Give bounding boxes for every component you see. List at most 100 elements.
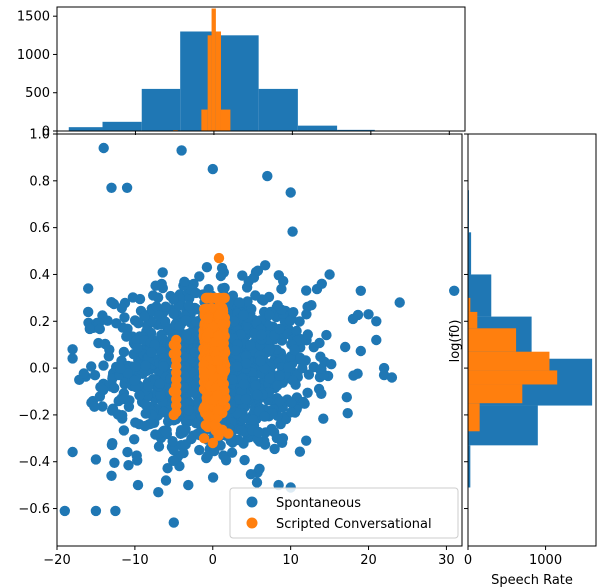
- spontaneous-point: [251, 477, 263, 488]
- spontaneous-point: [247, 414, 259, 425]
- spontaneous-point: [264, 344, 275, 355]
- spontaneous-point: [277, 433, 289, 444]
- spontaneous-point: [67, 446, 78, 458]
- top-y-tick-label: 1500: [17, 10, 50, 25]
- scripted-bar: [220, 109, 231, 131]
- spontaneous-point: [83, 283, 94, 294]
- scripted-bar: [468, 351, 550, 371]
- spontaneous-point: [157, 267, 168, 278]
- legend-label-spontaneous: Spontaneous: [276, 496, 361, 511]
- y-tick-label: −0.4: [18, 455, 50, 470]
- y-tick-label: 1.0: [29, 128, 50, 143]
- scripted-point: [203, 327, 214, 339]
- spontaneous-point: [146, 347, 157, 358]
- spontaneous-point: [316, 278, 327, 289]
- spontaneous-point: [238, 309, 249, 321]
- spontaneous-point: [183, 479, 194, 491]
- spontaneous-point: [132, 479, 144, 491]
- scripted-bar: [468, 384, 523, 404]
- spontaneous-point: [232, 361, 243, 372]
- spontaneous-point: [238, 378, 250, 390]
- spontaneous-point: [168, 517, 179, 528]
- scripted-point: [212, 390, 223, 401]
- spontaneous-point: [123, 401, 135, 412]
- spontaneous-point: [348, 370, 359, 381]
- spontaneous-point: [108, 298, 120, 310]
- spontaneous-point: [288, 307, 299, 318]
- spontaneous-point: [235, 425, 247, 436]
- spontaneous-point: [168, 308, 179, 319]
- spontaneous-point: [295, 352, 306, 364]
- spontaneous-point: [301, 285, 312, 296]
- legend-box: [229, 487, 459, 539]
- right-frame: [467, 133, 597, 547]
- spontaneous-point: [153, 441, 165, 452]
- legend-marker-scripted: [246, 517, 258, 529]
- spontaneous-point: [271, 344, 282, 355]
- spontaneous-point: [294, 316, 305, 327]
- right-x-tick-label: 1000: [529, 553, 562, 568]
- spontaneous-point: [131, 450, 142, 461]
- spontaneous-point: [98, 142, 109, 154]
- spontaneous-point: [269, 443, 280, 455]
- scripted-point: [223, 428, 234, 439]
- top-y-tick-label: 0: [42, 125, 50, 140]
- spontaneous-point: [168, 294, 179, 305]
- scatter-plot: −20 −10 0 10 20 30 −0.6 −0.4 −0.2 0.0 0.2 0.4 0.6 0.8…: [18, 128, 463, 568]
- spontaneous-point: [363, 309, 374, 320]
- spontaneous-point: [217, 283, 228, 294]
- spontaneous-point: [291, 325, 302, 337]
- spontaneous-point: [264, 373, 275, 384]
- spontaneous-point: [59, 505, 70, 517]
- spontaneous-point: [297, 363, 308, 374]
- spontaneous-point: [282, 362, 294, 373]
- spontaneous-point: [274, 395, 286, 407]
- spontaneous-point: [299, 398, 310, 409]
- scripted-point: [207, 437, 218, 449]
- scripted-bar: [468, 328, 517, 352]
- spontaneous-point: [190, 287, 202, 299]
- spontaneous-point: [148, 290, 159, 301]
- spontaneous-point: [106, 439, 118, 451]
- spontaneous-point: [127, 292, 139, 303]
- spontaneous-point: [449, 285, 460, 296]
- spontaneous-point: [118, 346, 130, 358]
- spontaneous-point: [119, 312, 130, 323]
- scripted-point: [212, 405, 223, 416]
- spontaneous-point: [394, 297, 405, 308]
- spontaneous-point: [187, 387, 199, 398]
- y-tick-label: 0.0: [29, 362, 50, 377]
- spontaneous-point: [83, 306, 94, 318]
- spontaneous-point: [235, 329, 246, 340]
- spontaneous-point: [132, 342, 143, 354]
- spontaneous-point: [179, 370, 190, 381]
- spontaneous-point: [89, 401, 100, 412]
- spontaneous-point: [158, 406, 169, 418]
- spontaneous-point: [168, 455, 179, 466]
- spontaneous-point: [215, 270, 227, 282]
- spontaneous-point: [254, 463, 265, 474]
- spontaneous-point: [274, 323, 285, 335]
- spontaneous-point: [347, 313, 359, 325]
- spontaneous-point: [140, 408, 151, 419]
- x-tick-label: 30: [438, 553, 455, 568]
- spontaneous-point: [111, 318, 122, 329]
- spontaneous-point: [178, 447, 189, 459]
- spontaneous-bar: [468, 445, 471, 488]
- spontaneous-point: [284, 315, 296, 327]
- spontaneous-point: [216, 262, 228, 274]
- spontaneous-point: [84, 323, 96, 335]
- x-tick-label: −10: [121, 553, 148, 568]
- spontaneous-point: [274, 370, 286, 381]
- y-tick-label: −0.2: [18, 408, 50, 423]
- scripted-bar: [468, 311, 478, 329]
- spontaneous-point: [100, 338, 111, 350]
- spontaneous-point: [167, 436, 178, 447]
- spontaneous-point: [158, 361, 169, 372]
- y-tick-label: 0.4: [29, 268, 50, 283]
- y-tick-label: 0.2: [29, 315, 50, 330]
- spontaneous-point: [287, 375, 298, 386]
- spontaneous-point: [123, 460, 134, 471]
- scripted-point: [218, 292, 229, 304]
